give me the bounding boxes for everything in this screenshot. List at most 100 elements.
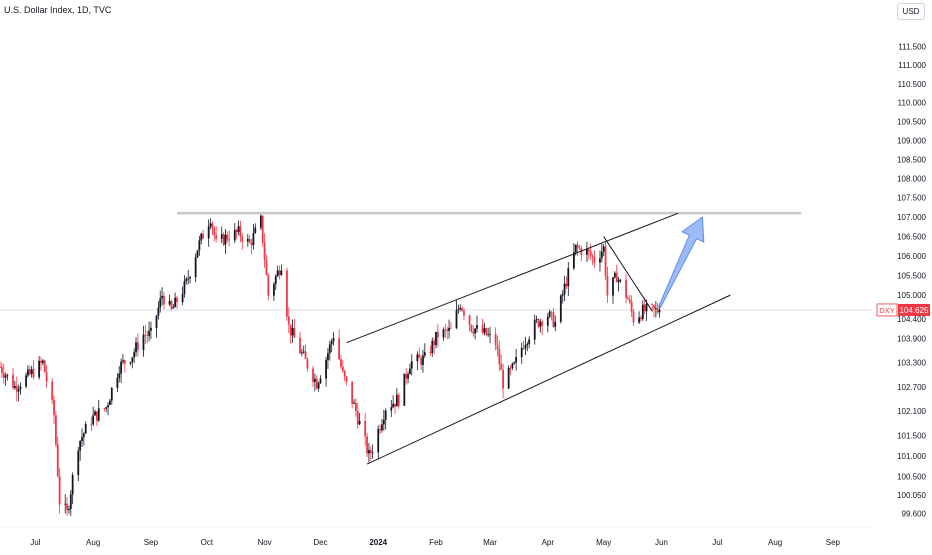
candle: [66, 497, 68, 516]
candle: [580, 245, 583, 262]
candle: [617, 276, 620, 292]
candle: [313, 373, 316, 392]
candle: [353, 399, 355, 405]
candle: [280, 264, 283, 277]
candle-body: [30, 369, 33, 375]
candle-body: [561, 294, 564, 296]
candle-body: [4, 375, 7, 378]
time-tick-label: Sep: [144, 538, 159, 547]
candle-body: [116, 377, 119, 388]
price-tick-label: 110.500: [898, 80, 927, 89]
candle-body: [513, 362, 516, 364]
price-axis-panel: [872, 0, 932, 550]
candle-body: [382, 419, 385, 425]
candle-body: [291, 327, 294, 336]
candle-body: [135, 342, 137, 353]
candle: [481, 318, 484, 335]
candle-body: [574, 244, 577, 253]
candle: [602, 243, 605, 257]
candle: [423, 343, 426, 358]
price-tick-label: 103.300: [897, 359, 926, 368]
candle-body: [306, 358, 309, 369]
candle-body: [405, 373, 408, 379]
candle: [358, 413, 361, 426]
candle: [30, 365, 33, 378]
candle-body: [146, 335, 149, 337]
candle: [159, 290, 162, 313]
candle-body: [267, 274, 270, 296]
candle-body: [17, 389, 20, 392]
time-tick-label: Mar: [483, 538, 497, 547]
candle-body: [144, 334, 147, 336]
candle-body: [563, 283, 566, 295]
candle-body: [619, 279, 622, 281]
candle: [368, 443, 370, 463]
candle-body: [606, 276, 609, 296]
candle: [28, 366, 31, 376]
candle: [395, 388, 398, 407]
candle-body: [287, 316, 290, 325]
candle-body: [651, 304, 654, 306]
candle: [496, 335, 499, 357]
price-tick-label: 102.700: [897, 383, 926, 392]
candle-body: [207, 226, 210, 239]
candle: [174, 292, 177, 308]
candle-body: [533, 320, 536, 340]
candle: [289, 324, 292, 344]
candle: [420, 354, 422, 370]
candle-body: [194, 257, 197, 278]
candle: [522, 340, 525, 350]
candle: [507, 365, 510, 390]
candle-body: [110, 387, 113, 401]
candle: [94, 409, 96, 416]
candle: [341, 359, 344, 373]
candle: [90, 416, 93, 432]
candle: [254, 223, 257, 234]
candle: [600, 243, 603, 263]
candle-body: [300, 352, 303, 354]
candle: [142, 325, 145, 357]
candle: [576, 241, 579, 257]
candle: [272, 281, 275, 301]
candle-body: [369, 450, 372, 454]
candle: [53, 395, 55, 424]
candle-body: [442, 329, 445, 338]
candle-body: [213, 228, 216, 236]
currency-button[interactable]: USD: [897, 3, 925, 20]
candle-body: [379, 428, 382, 431]
candle: [248, 235, 251, 244]
candle: [330, 338, 333, 353]
candle: [589, 243, 592, 260]
candle: [343, 369, 346, 382]
candle-body: [354, 402, 357, 412]
candle: [107, 402, 109, 416]
candle: [302, 345, 305, 354]
candle: [181, 286, 184, 306]
candle-body: [239, 226, 242, 237]
candle-body: [403, 373, 406, 406]
candle-body: [228, 239, 231, 241]
candle-body: [235, 229, 238, 233]
candle-body: [654, 308, 657, 309]
candle-body: [552, 312, 555, 327]
time-tick-label: Jun: [655, 538, 668, 547]
candle: [448, 319, 450, 339]
time-tick-label: Feb: [429, 538, 443, 547]
projection-arrow: [658, 216, 705, 309]
candle: [587, 247, 590, 260]
candle: [515, 348, 518, 371]
candle-body: [304, 351, 307, 359]
candle: [377, 425, 380, 459]
candle-body: [509, 367, 512, 369]
candle: [397, 393, 400, 409]
time-tick-label: Jul: [712, 538, 722, 547]
candle: [394, 403, 396, 414]
candle-body: [136, 342, 139, 351]
candle: [442, 327, 445, 341]
candle-body: [233, 229, 236, 241]
candle: [41, 359, 44, 366]
candle-body: [200, 233, 203, 241]
candle: [4, 372, 7, 386]
candle: [468, 314, 471, 332]
